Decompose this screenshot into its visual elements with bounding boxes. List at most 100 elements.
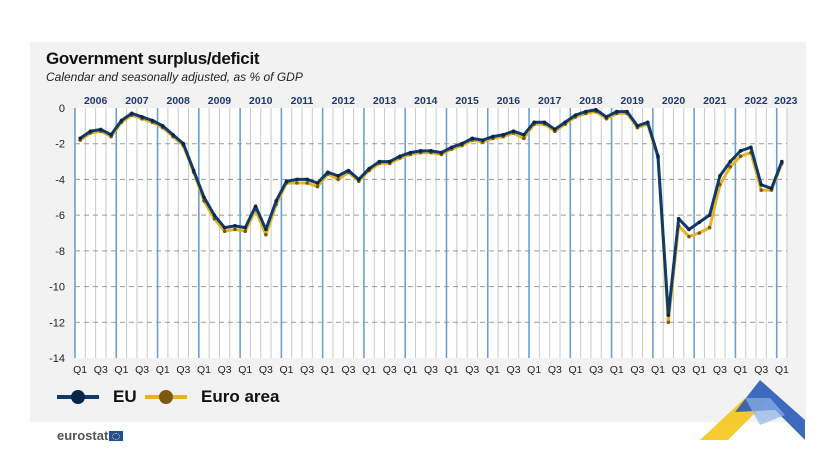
year-label: 2008 bbox=[167, 95, 191, 107]
quarter-label: Q3 bbox=[589, 364, 603, 376]
quarter-label: Q1 bbox=[321, 364, 335, 376]
data-point-eu bbox=[88, 129, 93, 134]
legend-euro-area-label: Euro area bbox=[201, 387, 280, 406]
quarter-label: Q1 bbox=[734, 364, 748, 376]
quarter-label: Q3 bbox=[341, 364, 355, 376]
data-point-eu bbox=[511, 129, 516, 134]
quarter-label: Q1 bbox=[197, 364, 211, 376]
data-point-eu bbox=[222, 225, 227, 230]
data-point-euro-area bbox=[315, 184, 320, 189]
quarter-label: Q3 bbox=[176, 364, 190, 376]
data-point-eu bbox=[780, 159, 784, 164]
year-label: 2023 bbox=[774, 95, 798, 107]
data-point-eu bbox=[542, 120, 547, 125]
year-label: 2016 bbox=[497, 95, 521, 107]
quarter-label: Q1 bbox=[486, 364, 500, 376]
quarter-label: Q3 bbox=[259, 364, 273, 376]
data-point-euro-area bbox=[707, 225, 712, 230]
data-point-eu bbox=[625, 109, 629, 114]
year-label: 2009 bbox=[208, 95, 232, 107]
data-point-eu bbox=[418, 149, 423, 153]
quarter-label: Q3 bbox=[383, 364, 397, 376]
year-label: 2014 bbox=[414, 95, 438, 107]
data-point-eu bbox=[356, 177, 361, 182]
quarter-label: Q1 bbox=[610, 364, 624, 376]
data-point-eu bbox=[635, 124, 640, 128]
quarter-label: Q3 bbox=[713, 364, 727, 376]
data-point-eu bbox=[346, 168, 351, 173]
data-point-eu bbox=[480, 138, 485, 142]
year-label: 2021 bbox=[703, 95, 727, 107]
eu-flag-icon bbox=[109, 430, 124, 441]
data-point-euro-area bbox=[738, 154, 743, 159]
data-point-eu bbox=[707, 213, 712, 217]
data-point-euro-area bbox=[295, 181, 299, 185]
quarter-label: Q1 bbox=[280, 364, 294, 376]
quarter-label: Q1 bbox=[403, 364, 417, 376]
data-point-eu bbox=[336, 174, 340, 178]
data-point-eu bbox=[749, 145, 753, 150]
data-point-eu bbox=[315, 181, 320, 185]
data-point-eu bbox=[563, 120, 567, 125]
quarter-label: Q3 bbox=[672, 364, 686, 376]
quarter-label: Q3 bbox=[754, 364, 768, 376]
data-point-eu bbox=[78, 136, 82, 141]
data-point-eu bbox=[233, 224, 237, 228]
year-label: 2011 bbox=[291, 95, 314, 107]
data-point-eu bbox=[202, 195, 206, 200]
y-tick-label: -4 bbox=[55, 174, 65, 186]
quarter-label: Q1 bbox=[238, 364, 252, 376]
quarter-label: Q3 bbox=[424, 364, 438, 376]
quarter-label: Q3 bbox=[548, 364, 562, 376]
data-point-euro-area bbox=[305, 181, 309, 185]
data-point-eu bbox=[583, 109, 588, 114]
data-point-eu bbox=[594, 107, 598, 112]
quarter-label: Q1 bbox=[362, 364, 376, 376]
data-point-eu bbox=[284, 179, 289, 184]
data-point-eu bbox=[367, 166, 371, 171]
quarter-label: Q1 bbox=[114, 364, 128, 376]
data-point-eu bbox=[769, 186, 774, 191]
data-point-euro-area bbox=[243, 229, 248, 234]
data-point-eu bbox=[460, 141, 464, 146]
year-label: 2010 bbox=[249, 95, 273, 107]
y-tick-label: -14 bbox=[49, 353, 65, 365]
data-point-eu bbox=[676, 216, 681, 221]
data-point-euro-area bbox=[728, 165, 733, 169]
data-point-eu bbox=[429, 149, 433, 153]
data-point-eu bbox=[614, 109, 619, 114]
quarter-label: Q3 bbox=[507, 364, 521, 376]
data-point-eu bbox=[573, 113, 578, 117]
legend-item-euro-area[interactable]: Euro area bbox=[145, 387, 279, 407]
legend-item-eu[interactable]: EU bbox=[57, 387, 137, 407]
data-point-eu bbox=[191, 168, 196, 173]
data-point-euro-area bbox=[687, 234, 691, 239]
quarter-label: Q3 bbox=[135, 364, 149, 376]
data-point-euro-area bbox=[222, 229, 227, 234]
legend-eu-label: EU bbox=[113, 387, 137, 406]
y-tick-label: -6 bbox=[55, 210, 65, 222]
year-label: 2017 bbox=[538, 95, 562, 107]
y-tick-label: -8 bbox=[55, 246, 65, 258]
quarter-label: Q1 bbox=[73, 364, 87, 376]
data-point-eu bbox=[98, 127, 103, 132]
data-point-eu bbox=[728, 159, 733, 164]
data-point-eu bbox=[738, 149, 743, 153]
data-point-eu bbox=[697, 220, 702, 225]
quarter-label: Q3 bbox=[94, 364, 108, 376]
data-point-eu bbox=[140, 115, 144, 119]
data-point-eu bbox=[491, 134, 495, 139]
data-point-eu bbox=[449, 145, 454, 150]
data-point-eu bbox=[408, 150, 413, 155]
data-point-eu bbox=[501, 132, 506, 137]
quarter-label: Q1 bbox=[156, 364, 170, 376]
data-point-eu bbox=[181, 141, 186, 146]
year-label: 2007 bbox=[125, 95, 149, 107]
data-point-eu bbox=[264, 227, 268, 232]
year-label: 2015 bbox=[455, 95, 479, 107]
data-point-eu bbox=[687, 227, 691, 232]
quarter-label: Q1 bbox=[775, 364, 789, 376]
data-point-eu bbox=[532, 120, 536, 125]
y-tick-label: -12 bbox=[49, 317, 65, 329]
